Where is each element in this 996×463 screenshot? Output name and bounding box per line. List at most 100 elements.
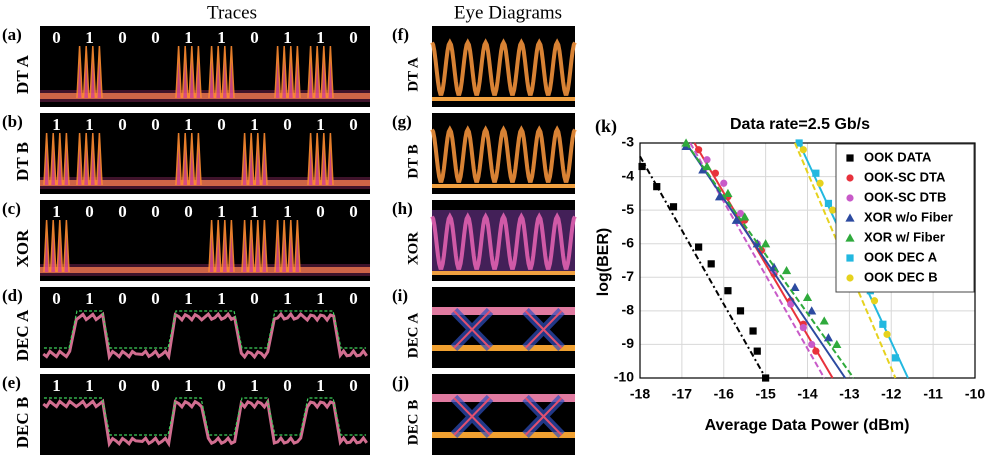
trace-baseline [40,267,370,273]
bit-label: 1 [283,202,292,221]
x-tick-label: -15 [756,386,776,402]
bit-label: 1 [85,28,94,47]
trace-pulses [307,45,334,99]
marker [740,212,750,221]
marker [761,239,771,248]
trace-pulses [43,219,70,273]
panel-label: (h) [392,199,413,218]
bit-label: 1 [184,289,193,308]
bit-label: 0 [151,28,160,47]
marker [807,306,817,315]
legend-label: XOR w/o Fiber [864,209,953,224]
panel-label: (f) [392,25,409,44]
eye-name: DEC A [405,313,421,359]
x-tick-label: -16 [714,386,734,402]
bit-label: 1 [52,115,61,134]
legend-label: OOK-SC DTB [864,189,946,204]
marker [698,165,708,174]
eye-screen [432,374,575,455]
bit-label: 1 [52,376,61,395]
bit-label: 1 [283,289,292,308]
eye-trace [430,125,577,183]
bit-label: 1 [250,115,259,134]
bit-label: 1 [316,28,325,47]
marker [802,292,813,302]
x-axis-label: Average Data Power (dBm) [705,417,910,434]
fit-line [639,155,767,379]
marker [799,324,807,332]
legend-label: OOK DEC A [864,249,938,264]
eye-crossing [453,397,491,436]
trace-name: XOR [13,229,32,268]
y-tick-label: -6 [622,234,635,250]
bit-label: 1 [217,202,226,221]
eye-band [432,307,575,315]
bit-label: 0 [349,28,358,47]
bit-label: 1 [85,289,94,308]
x-tick-label: -12 [881,386,901,402]
bit-label: 0 [151,289,160,308]
marker [711,169,719,177]
bit-label: 0 [52,28,61,47]
eyes-header: Eye Diagrams [454,2,562,23]
bit-label: 1 [217,28,226,47]
bit-label: 0 [118,376,127,395]
marker [845,213,855,222]
eye-crossing [524,310,563,349]
eye-trace [430,38,577,96]
trace-pulses [43,132,70,186]
marker [816,179,824,187]
eye-name: DT A [405,57,421,91]
bit-label: 1 [316,115,325,134]
marker [681,138,691,147]
panel-label: (e) [2,373,21,392]
eye-floor [432,271,575,275]
marker [749,327,757,335]
x-tick-label: -18 [630,386,650,402]
marker [799,146,807,154]
marker [846,174,854,182]
fit-line [693,142,834,379]
trace-signal [42,397,368,448]
trace-baseline [40,180,370,186]
marker [787,300,795,308]
marker [795,139,803,147]
x-tick-label: -13 [839,386,859,402]
bit-label: 1 [184,376,193,395]
y-tick-label: -9 [622,335,635,351]
trace-name: DT A [13,54,32,94]
marker [891,354,900,362]
trace-envelope [43,310,367,349]
eye-name: DT B [405,144,421,178]
marker [829,206,837,214]
bit-label: 0 [349,202,358,221]
bit-label: 1 [283,28,292,47]
bit-label: 1 [316,289,325,308]
bit-label: 0 [184,202,193,221]
marker [762,374,770,382]
marker [845,233,855,242]
marker [731,215,741,224]
trace-pulses [307,132,334,186]
eye-name: XOR [405,232,421,266]
eye-floor [432,184,575,188]
marker [638,162,646,171]
marker [846,154,854,162]
fit-line [685,142,855,379]
marker [723,188,733,197]
trace-baseline-glow [40,177,370,189]
marker [824,199,833,208]
trace-screen [40,287,370,368]
bit-label: 0 [52,289,61,308]
marker [870,297,879,305]
marker [883,330,891,338]
y-tick-label: -5 [622,201,635,217]
legend-label: OOK DEC B [864,269,938,284]
eye-trace [430,212,577,270]
marker [823,333,834,342]
marker [653,183,661,191]
y-tick-label: -4 [622,167,635,183]
panel-label: (g) [392,112,412,131]
marker [846,274,854,282]
marker [753,347,761,355]
